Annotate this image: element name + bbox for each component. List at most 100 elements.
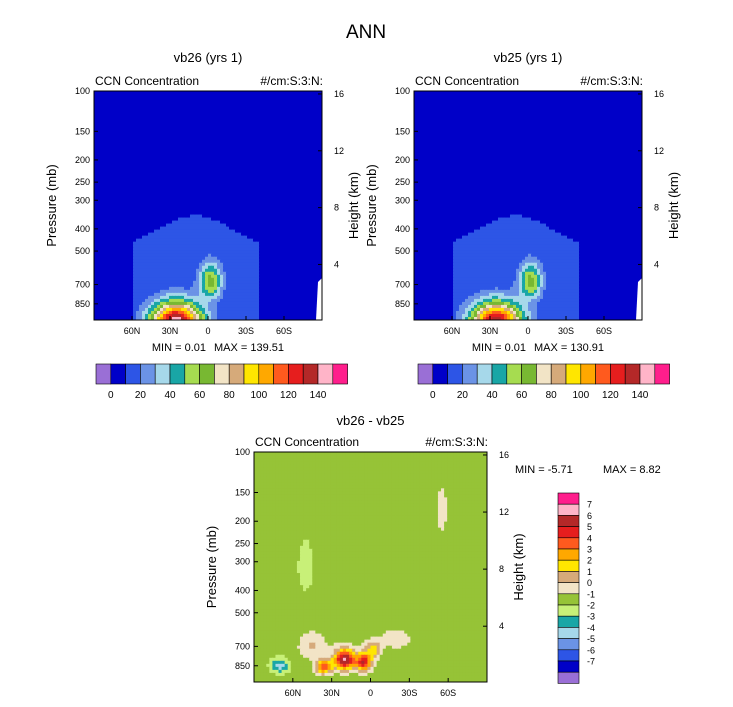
colorbar-label: -6: [587, 645, 595, 655]
y-tick-label: 400: [235, 585, 250, 595]
colorbar-label: 0: [108, 390, 114, 401]
x-tick-label: 60N: [285, 688, 302, 698]
colorbar-box: [557, 671, 580, 684]
topography: [636, 278, 642, 320]
colorbar-box: [288, 363, 304, 385]
y-axis-label: Pressure (mb): [204, 526, 219, 608]
y-tick-label: 400: [395, 224, 410, 234]
colorbar-label: 40: [486, 390, 498, 401]
colorbar-box: [228, 363, 245, 385]
y-tick-label: 200: [235, 516, 250, 526]
y-tick-label: 850: [395, 299, 410, 309]
panel-3: vb26 - vb25 CCN Concentration #/cm:S:3:N: 1…: [204, 413, 661, 698]
colorbar-box: [273, 363, 289, 385]
colorbar-label: -2: [587, 601, 595, 611]
colorbar-box: [557, 593, 580, 606]
colorbar-box: [624, 363, 641, 385]
y-tick-label: 100: [75, 86, 90, 96]
colorbar-label: 120: [602, 390, 619, 401]
y2-tick-label: 8: [334, 203, 339, 213]
page-title: ANN: [346, 22, 386, 43]
colorbar-label: 140: [310, 390, 327, 401]
y-tick-label: 100: [235, 447, 250, 457]
colorbar-box: [550, 363, 567, 385]
colorbar-box: [169, 363, 186, 385]
colorbar-box: [521, 363, 537, 385]
colorbar-box: [506, 363, 522, 385]
colorbar-box: [95, 363, 112, 385]
colorbar-box: [557, 660, 580, 673]
y-tick-label: 850: [235, 661, 250, 671]
x-tick-label: 60S: [596, 326, 612, 336]
y2-axis-label: Height (km): [346, 172, 361, 239]
panel-title: vb26 - vb25: [337, 413, 405, 428]
colorbar-label: -1: [587, 589, 595, 599]
x-tick-label: 30S: [238, 326, 254, 336]
colorbar-box: [557, 548, 580, 561]
y-tick-label: 250: [75, 177, 90, 187]
colorbar-box: [557, 515, 580, 527]
colorbar-label: 2: [587, 556, 592, 566]
x-tick-label: 60S: [276, 326, 292, 336]
colorbar-box: [125, 363, 141, 385]
y2-tick-label: 16: [654, 89, 664, 99]
colorbar-label: 100: [250, 390, 267, 401]
colorbar-box: [557, 627, 580, 639]
colorbar-box: [317, 363, 334, 385]
y2-tick-label: 8: [499, 564, 504, 574]
x-tick-label: 0: [525, 326, 530, 336]
y2-tick-label: 8: [654, 203, 659, 213]
colorbar-box: [557, 526, 580, 539]
colorbar-label: 40: [164, 390, 176, 401]
panels: vb26 (yrs 1) CCN Concentration #/cm:S:3:N:…: [44, 50, 681, 698]
min-label: MIN = -5.71: [515, 464, 573, 476]
colorbar-box: [447, 363, 463, 385]
colorbar-label: 3: [587, 545, 592, 555]
colorbar-box: [140, 363, 156, 385]
colorbar-label: 0: [430, 390, 436, 401]
y-tick-label: 500: [75, 246, 90, 256]
y-tick-label: 700: [75, 280, 90, 290]
contour-fill: [414, 91, 642, 320]
colorbar-label: 80: [546, 390, 558, 401]
y2-axis-label: Height (km): [666, 172, 681, 239]
panel-1: vb26 (yrs 1) CCN Concentration #/cm:S:3:N:…: [44, 50, 361, 401]
y2-tick-label: 12: [654, 146, 664, 156]
y-tick-label: 250: [395, 177, 410, 187]
colorbar-label: 0: [587, 578, 592, 588]
y-tick-label: 300: [235, 557, 250, 567]
colorbar-label: 6: [587, 511, 592, 521]
panel-title: vb26 (yrs 1): [174, 50, 243, 65]
colorbar-box: [184, 363, 200, 385]
colorbar-box: [462, 363, 478, 385]
colorbar-box: [557, 604, 580, 617]
y2-tick-label: 16: [499, 450, 509, 460]
colorbar-label: 100: [572, 390, 589, 401]
colorbar-box: [610, 363, 626, 385]
colorbar-box: [243, 363, 260, 385]
x-tick-label: 60N: [124, 326, 141, 336]
colorbar-label: 60: [194, 390, 206, 401]
right-string: #/cm:S:3:N:: [260, 74, 323, 88]
x-tick-label: 60S: [440, 688, 456, 698]
y-tick-label: 300: [75, 195, 90, 205]
colorbar-label: 20: [135, 390, 147, 401]
colorbar-label: -7: [587, 657, 595, 667]
x-tick-label: 30S: [401, 688, 417, 698]
colorbar-box: [199, 363, 215, 385]
colorbar-box: [557, 638, 580, 651]
colorbar-box: [476, 363, 493, 385]
colorbar-box: [557, 492, 580, 505]
y-axis-label: Pressure (mb): [44, 164, 59, 246]
y-tick-label: 150: [395, 126, 410, 136]
colorbar-box: [557, 582, 580, 595]
x-tick-label: 30S: [558, 326, 574, 336]
y2-tick-label: 12: [334, 146, 344, 156]
colorbar-box: [557, 503, 580, 516]
colorbar-box: [639, 363, 656, 385]
panel-title: vb25 (yrs 1): [494, 50, 563, 65]
y2-tick-label: 16: [334, 89, 344, 99]
colorbar-label: 80: [224, 390, 236, 401]
y2-tick-label: 4: [499, 621, 504, 631]
y-tick-label: 200: [395, 155, 410, 165]
